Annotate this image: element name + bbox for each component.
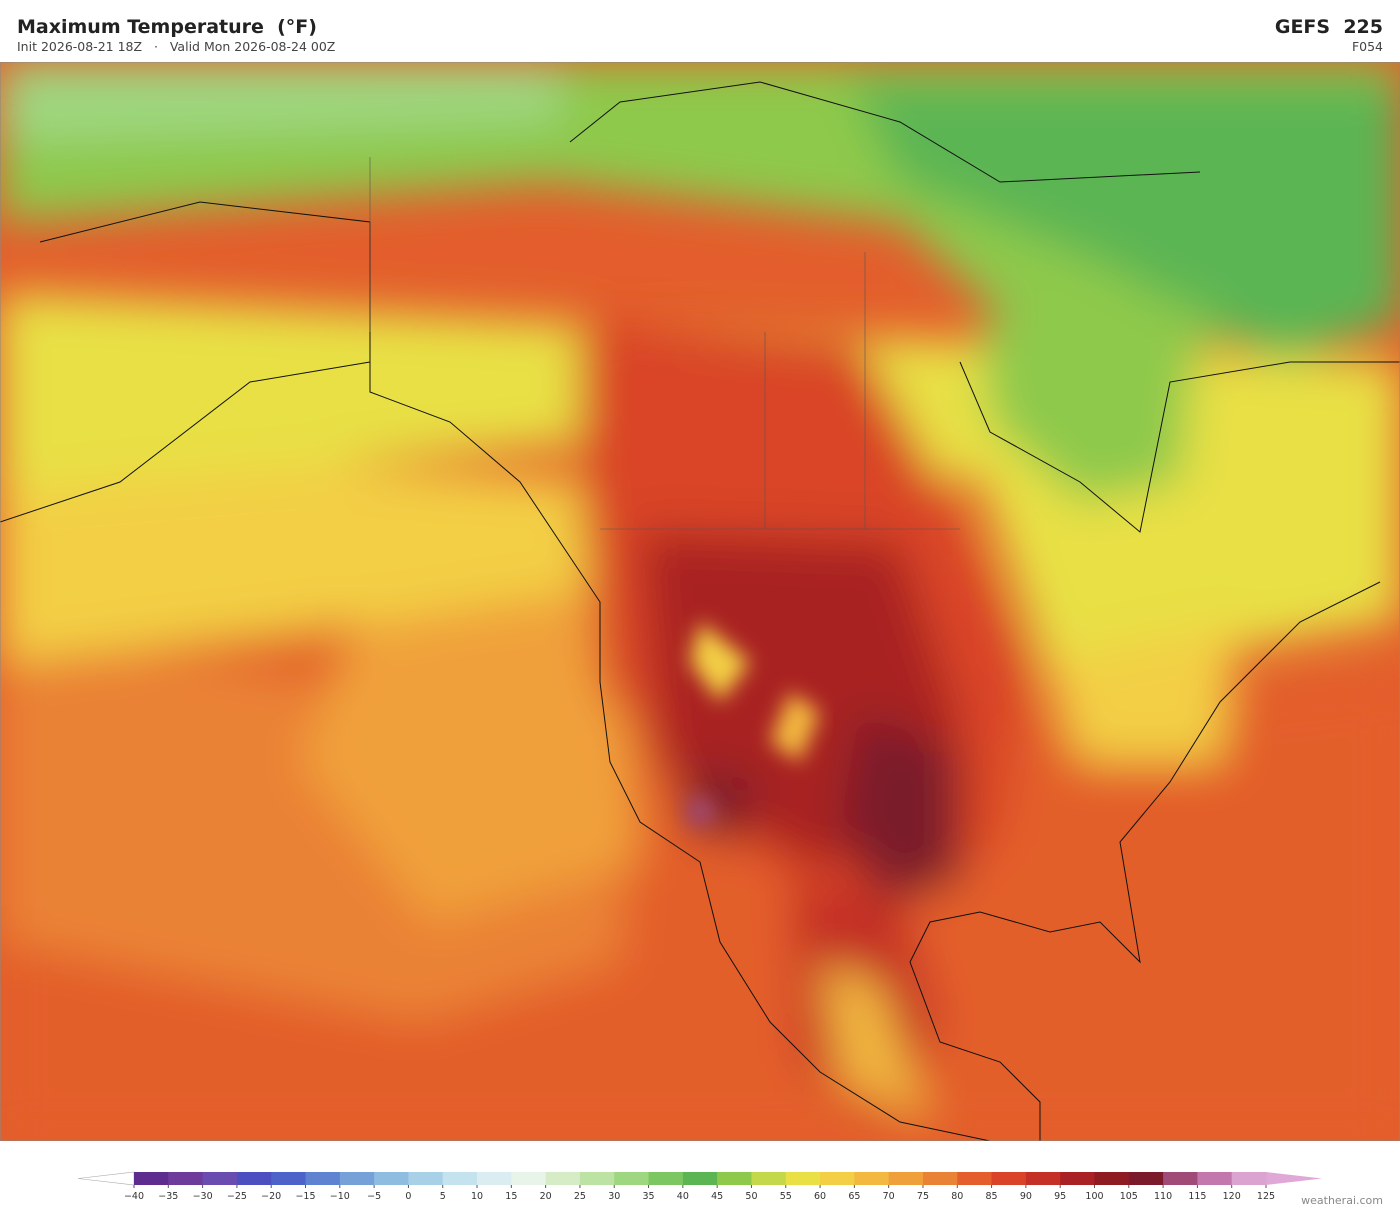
colorbar-bin (236, 1172, 272, 1185)
colorbar-bin (271, 1172, 307, 1185)
watermark: weatherai.com (1301, 1194, 1383, 1207)
colorbar-tick-label: −40 (124, 1191, 144, 1202)
colorbar-tick-label: 25 (574, 1191, 586, 1202)
colorbar-bin (785, 1172, 821, 1185)
colorbar-bin (579, 1172, 615, 1185)
colorbar-tick-label: 55 (780, 1191, 792, 1202)
colorbar-bin (682, 1172, 718, 1185)
colorbar-tick-label: 110 (1154, 1191, 1172, 1202)
colorbar-tick-label: 30 (608, 1191, 620, 1202)
forecast-hour: F054 (1351, 39, 1383, 54)
colorbar-tick-label: 10 (471, 1191, 483, 1202)
colorbar-bin (511, 1172, 547, 1185)
colorbar-tick-label: 115 (1188, 1191, 1206, 1202)
colorbar-tick-label: 120 (1223, 1191, 1241, 1202)
colorbar: −40 −35 −30 −25 −20 −15 −10 −5 0 5 10 15 20 25 30 35 40 4… (77, 1171, 1383, 1207)
colorbar-tick-label: 50 (745, 1191, 757, 1202)
colorbar-bin (1060, 1172, 1095, 1185)
subtitle: Init 2026-08-21 18Z · Valid Mon 2026-08-… (17, 39, 336, 54)
colorbar-tick-label: 80 (951, 1191, 963, 1202)
colorbar-tick-label: 45 (711, 1191, 723, 1202)
colorbar-tick-label: 40 (677, 1191, 689, 1202)
colorbar-bin (305, 1172, 341, 1185)
colorbar-tick-label: −30 (193, 1191, 213, 1202)
colorbar-tick-label: 85 (986, 1191, 998, 1202)
colorbar-bin (442, 1172, 478, 1185)
colorbar-bin (168, 1172, 204, 1185)
colorbar-tick-label: 100 (1085, 1191, 1103, 1202)
title: Maximum Temperature (°F) (17, 16, 317, 38)
colorbar-bin (1197, 1172, 1233, 1185)
colorbar-tick-label: 105 (1120, 1191, 1138, 1202)
colorbar-bin (1128, 1172, 1164, 1185)
colorbar-bin (1094, 1172, 1130, 1185)
colorbar-tick-label: 65 (848, 1191, 860, 1202)
colorbar-bin (888, 1172, 924, 1185)
colorbar-bin (545, 1172, 581, 1185)
colorbar-bin (717, 1172, 752, 1185)
colorbar-bin (991, 1172, 1027, 1185)
colorbar-bin (820, 1172, 855, 1185)
colorbar-tick-label: −35 (158, 1191, 178, 1202)
colorbar-tick-label: −25 (227, 1191, 247, 1202)
colorbar-bin (374, 1172, 409, 1185)
colorbar-under (77, 1171, 135, 1186)
colorbar-bin (751, 1172, 787, 1185)
colorbar-tick-label: 0 (405, 1191, 411, 1202)
colorbar-tick-label: 5 (440, 1191, 446, 1202)
colorbar-bin (614, 1172, 650, 1185)
colorbar-bin (477, 1172, 512, 1185)
colorbar-bin (134, 1172, 169, 1185)
colorbar-tick-label: 75 (917, 1191, 929, 1202)
colorbar-tick-label: 90 (1020, 1191, 1032, 1202)
colorbar-bin (1025, 1172, 1061, 1185)
colorbar-bin (922, 1172, 958, 1185)
colorbar-bin (202, 1172, 238, 1185)
colorbar-tick-label: 15 (505, 1191, 517, 1202)
colorbar-tick-label: −20 (261, 1191, 281, 1202)
colorbar-bin (339, 1172, 375, 1185)
colorbar-tick-label: −10 (330, 1191, 350, 1202)
colorbar-bin (957, 1172, 993, 1185)
colorbar-tick-label: 95 (1054, 1191, 1066, 1202)
colorbar-bin (1231, 1172, 1267, 1185)
colorbar-tick-label: 20 (540, 1191, 552, 1202)
colorbar-tick-label: −5 (367, 1191, 381, 1202)
colorbar-over (1266, 1172, 1322, 1185)
model: GEFS 225 (1274, 16, 1383, 38)
colorbar-tick-label: 35 (642, 1191, 654, 1202)
map (0, 62, 1400, 1141)
colorbar-tick-label: −15 (295, 1191, 315, 1202)
colorbar-bin (1163, 1172, 1198, 1185)
colorbar-tick-label: 60 (814, 1191, 826, 1202)
colorbar-tick-label: 70 (883, 1191, 895, 1202)
colorbar-bin (854, 1172, 890, 1185)
colorbar-tick-label: 125 (1257, 1191, 1275, 1202)
colorbar-bin (408, 1172, 444, 1185)
colorbar-bin (648, 1172, 684, 1185)
